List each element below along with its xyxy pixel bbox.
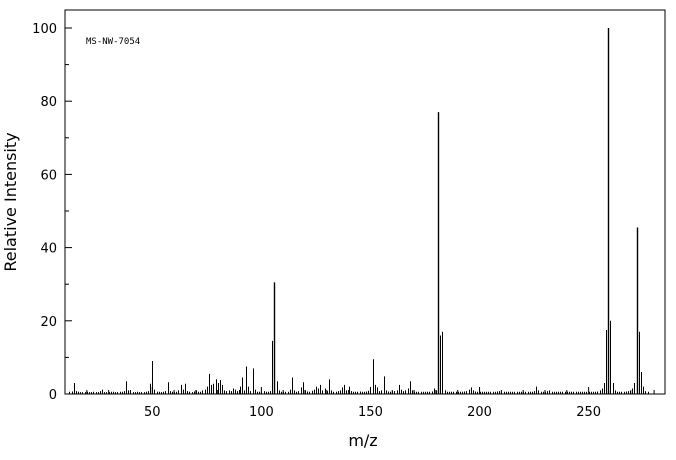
- y-tick-label: 40: [40, 242, 57, 257]
- x-tick-label: 250: [576, 405, 601, 420]
- x-tick-label: 200: [467, 405, 492, 420]
- x-tick-label: 150: [358, 405, 383, 420]
- y-tick-label: 20: [40, 315, 57, 330]
- x-tick-label: 50: [144, 405, 161, 420]
- spectrum-peaks: [69, 28, 649, 394]
- spectrum-id-annotation: MS-NW-7054: [86, 37, 140, 47]
- y-tick-label: 0: [49, 388, 57, 403]
- y-axis: 0 20 40 60 80 100: [32, 22, 72, 403]
- x-tick-label: 100: [249, 405, 274, 420]
- y-axis-title: Relative Intensity: [1, 132, 20, 271]
- y-tick-label: 80: [40, 95, 57, 110]
- plot-frame: [64, 9, 666, 395]
- x-axis-title: m/z: [348, 431, 377, 450]
- y-tick-label: 100: [32, 22, 57, 37]
- y-tick-label: 60: [40, 168, 57, 183]
